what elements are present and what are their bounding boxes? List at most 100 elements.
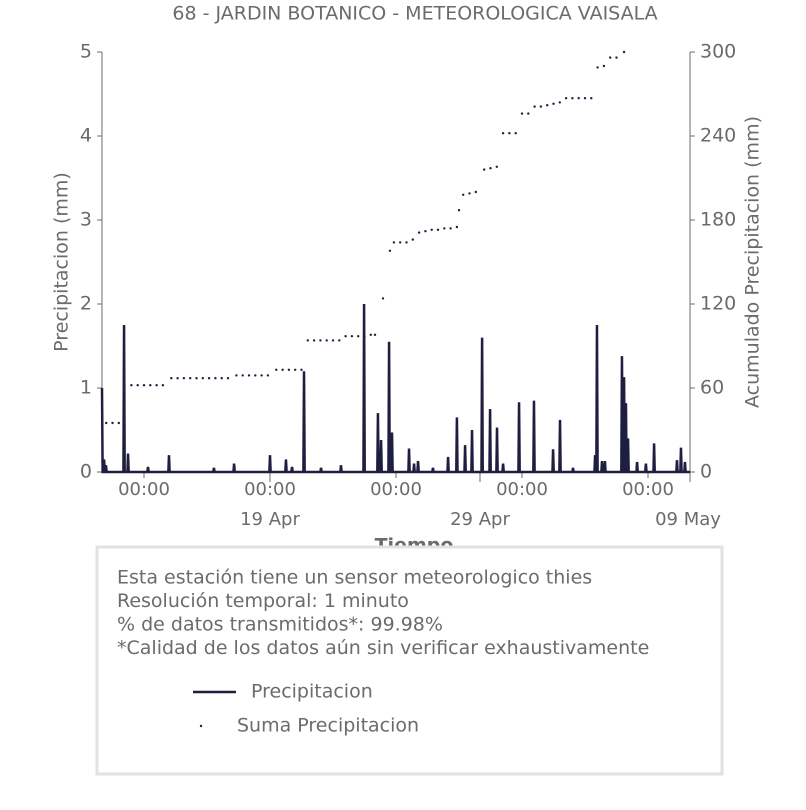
y-tick-label: 0 xyxy=(80,461,92,483)
cumulative-point xyxy=(483,168,486,171)
cumulative-point xyxy=(468,192,471,195)
cumulative-point xyxy=(235,374,238,377)
cumulative-point xyxy=(399,241,402,244)
cumulative-point xyxy=(266,374,270,377)
x-tick-label: 00:00 xyxy=(622,479,674,500)
y2-tick-label: 180 xyxy=(700,209,736,231)
cumulative-point xyxy=(411,238,414,241)
cumulative-point xyxy=(520,112,524,115)
cumulative-point xyxy=(392,241,396,244)
cumulative-point xyxy=(527,112,530,115)
cumulative-point xyxy=(363,335,366,338)
cumulative-point xyxy=(583,97,587,100)
chart-title: 68 - JARDIN BOTANICO - METEOROLOGICA VAI… xyxy=(172,3,657,25)
cumulative-point xyxy=(170,377,173,380)
y2-tick-label: 120 xyxy=(700,293,736,315)
x-tick-label: 00:00 xyxy=(496,479,548,500)
x-date-tick-label: 19 Apr xyxy=(240,509,300,530)
cumulative-point xyxy=(155,384,158,387)
cumulative-point xyxy=(344,335,347,338)
cumulative-point xyxy=(596,66,599,69)
cumulative-point xyxy=(260,374,263,377)
cumulative-point xyxy=(201,377,204,380)
cumulative-point xyxy=(350,335,354,338)
cumulative-point xyxy=(430,228,433,231)
cumulative-point xyxy=(312,339,316,342)
cumulative-point xyxy=(455,225,459,229)
cumulative-point xyxy=(539,105,543,108)
info-box xyxy=(95,545,724,776)
cumulative-point xyxy=(214,377,217,380)
cumulative-point xyxy=(577,97,580,100)
y-tick-label: 2 xyxy=(80,293,92,315)
cumulative-point xyxy=(474,190,477,194)
cumulative-point xyxy=(220,377,223,380)
cumulative-point xyxy=(226,377,230,380)
cumulative-point xyxy=(319,339,322,342)
cumulative-point xyxy=(501,132,505,135)
cumulative-point xyxy=(552,102,555,106)
cumulative-point xyxy=(514,132,517,135)
y2-tick-label: 300 xyxy=(700,41,736,63)
x-tick-label: 00:00 xyxy=(370,479,422,500)
cumulative-point xyxy=(571,97,574,100)
cumulative-point xyxy=(176,377,179,380)
x-tick-label: 00:00 xyxy=(118,479,170,500)
cumulative-point xyxy=(195,377,198,380)
cumulative-point xyxy=(275,368,278,371)
cumulative-point xyxy=(338,339,341,342)
cumulative-point xyxy=(117,421,121,425)
cumulative-point xyxy=(489,167,492,170)
cumulative-point xyxy=(105,421,108,425)
cumulative-point xyxy=(388,249,392,252)
cumulative-point xyxy=(508,132,511,135)
note-line: Esta estación tiene un sensor meteorolog… xyxy=(117,567,592,589)
note-line: % de datos transmitidos*: 99.98% xyxy=(117,614,443,636)
cumulative-point xyxy=(182,377,186,380)
cumulative-point xyxy=(130,384,133,387)
cumulative-point xyxy=(369,333,372,336)
cumulative-point xyxy=(590,97,593,100)
legend-label: Suma Precipitacion xyxy=(237,715,419,737)
y2-tick-label: 240 xyxy=(700,125,736,147)
cumulative-point xyxy=(457,209,461,212)
cumulative-point xyxy=(254,374,257,377)
cumulative-point xyxy=(609,56,612,59)
cumulative-point xyxy=(373,333,377,336)
y2-tick-label: 60 xyxy=(700,377,724,399)
cumulative-point xyxy=(602,64,606,68)
cumulative-point xyxy=(207,377,211,380)
cumulative-point xyxy=(111,421,114,425)
cumulative-point xyxy=(615,56,618,59)
cumulative-point xyxy=(325,339,328,342)
cumulative-point xyxy=(564,97,568,100)
note-line: Resolución temporal: 1 minuto xyxy=(117,590,409,612)
cumulative-point xyxy=(247,374,251,377)
cumulative-point xyxy=(424,230,427,233)
cumulative-point xyxy=(436,228,440,231)
note-line: *Calidad de los datos aún sin verificar … xyxy=(117,637,649,659)
cumulative-point xyxy=(281,368,284,371)
y2-tick-label: 0 xyxy=(700,461,712,483)
cumulative-point xyxy=(622,50,626,54)
legend-swatch xyxy=(199,724,203,728)
y2-axis-label: Acumulado Precipitacion (mm) xyxy=(742,116,764,408)
cumulative-point xyxy=(443,227,446,230)
y-tick-label: 5 xyxy=(80,41,92,63)
y-tick-label: 1 xyxy=(80,377,92,399)
cumulative-point xyxy=(533,105,536,108)
cumulative-point xyxy=(300,368,303,371)
cumulative-point xyxy=(449,227,452,230)
cumulative-point xyxy=(546,104,549,107)
cumulative-point xyxy=(381,297,385,300)
cumulative-point xyxy=(495,165,498,168)
precip-line xyxy=(100,303,690,474)
x-date-tick-label: 09 May xyxy=(655,509,721,530)
cumulative-point xyxy=(122,392,126,395)
cumulative-point xyxy=(462,193,465,196)
y-tick-label: 4 xyxy=(80,125,92,147)
cumulative-point xyxy=(405,241,408,244)
cumulative-point xyxy=(136,384,139,387)
y-axis-label: Precipitacion (mm) xyxy=(51,172,73,352)
